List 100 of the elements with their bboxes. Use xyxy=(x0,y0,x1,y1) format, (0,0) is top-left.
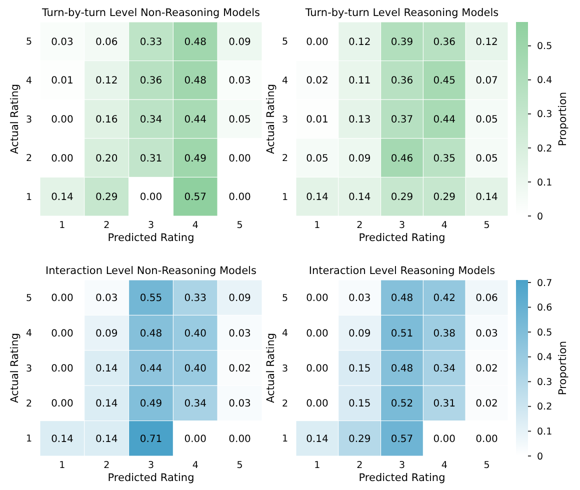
data-label: 0.48 xyxy=(184,36,207,48)
x-tick-label: 3 xyxy=(398,460,406,471)
x-tick-label: 4 xyxy=(441,460,448,471)
data-label: 0.49 xyxy=(140,398,162,410)
data-label: 0.42 xyxy=(433,293,456,304)
data-label: 0.29 xyxy=(433,192,456,204)
data-label: 0.36 xyxy=(433,36,456,48)
color-bar-title: Proportion xyxy=(557,92,569,146)
x-tick-label: 2 xyxy=(356,220,363,231)
data-label: 0.52 xyxy=(390,398,414,410)
data-label: 0.00 xyxy=(306,328,328,340)
data-label: 0.36 xyxy=(390,76,414,87)
data-label: 0.03 xyxy=(228,76,251,87)
data-label: 0.39 xyxy=(390,36,414,48)
data-label: 0.29 xyxy=(348,434,371,445)
y-axis-title: Actual Rating xyxy=(9,332,21,404)
data-label: 0.00 xyxy=(228,192,251,204)
data-label: 0.02 xyxy=(476,364,498,374)
y-tick-label: 2 xyxy=(282,153,288,164)
color-bar-label: 0.1 xyxy=(537,426,552,438)
data-label: 0.11 xyxy=(348,76,371,87)
color-bar-label: 0.5 xyxy=(537,327,552,338)
y-tick-label: 1 xyxy=(282,192,288,203)
x-axis-title: Predicted Rating xyxy=(358,232,446,244)
data-label: 0.29 xyxy=(390,192,414,204)
data-label: 0.29 xyxy=(95,192,118,204)
data-label: 0.07 xyxy=(476,76,498,87)
data-label: 0.14 xyxy=(51,192,74,204)
data-label: 0.48 xyxy=(390,364,414,374)
x-tick-label: 2 xyxy=(356,460,363,471)
data-label: 0.09 xyxy=(95,328,118,340)
data-label: 0.14 xyxy=(306,434,328,445)
y-tick-label: 3 xyxy=(282,114,288,126)
y-tick-label: 5 xyxy=(26,36,32,48)
x-tick-label: 1 xyxy=(314,460,320,471)
y-tick-label: 3 xyxy=(282,363,288,374)
data-label: 0.57 xyxy=(184,192,207,204)
color-bar-label: 0.7 xyxy=(537,278,552,289)
data-label: 0.14 xyxy=(95,364,118,374)
data-label: 0.14 xyxy=(348,192,371,204)
x-tick-label: 4 xyxy=(192,460,198,471)
color-bar-label: 0 xyxy=(537,211,544,222)
data-label: 0.01 xyxy=(306,114,328,126)
color-bar-label: 0.3 xyxy=(537,109,552,120)
data-label: 0.35 xyxy=(433,153,456,164)
data-label: 0.03 xyxy=(476,328,498,340)
data-label: 0.00 xyxy=(228,153,251,164)
data-label: 0.00 xyxy=(228,434,251,445)
data-label: 0.09 xyxy=(228,36,251,48)
data-label: 0.13 xyxy=(348,114,371,126)
y-tick-label: 5 xyxy=(26,292,32,304)
data-label: 0.31 xyxy=(140,153,162,164)
data-label: 0.09 xyxy=(228,293,251,304)
color-bar-label: 0.4 xyxy=(537,75,552,86)
y-tick-label: 1 xyxy=(26,192,32,203)
y-tick-label: 1 xyxy=(282,434,288,445)
y-tick-label: 3 xyxy=(26,114,32,126)
data-label: 0.03 xyxy=(228,398,251,410)
data-label: 0.00 xyxy=(306,293,328,304)
data-label: 0.15 xyxy=(348,364,371,374)
data-label: 0.09 xyxy=(348,328,371,340)
x-tick-label: 3 xyxy=(148,460,154,471)
color-bar-label: 0.6 xyxy=(537,302,552,314)
color-bar-label: 0.2 xyxy=(537,143,552,154)
data-label: 0.12 xyxy=(348,36,371,48)
y-tick-label: 4 xyxy=(282,328,288,340)
data-label: 0.03 xyxy=(95,293,118,304)
data-label: 0.40 xyxy=(184,328,207,340)
y-tick-label: 4 xyxy=(282,76,288,87)
data-label: 0.03 xyxy=(228,328,251,340)
x-tick-label: 5 xyxy=(484,220,490,231)
x-tick-label: 5 xyxy=(236,460,243,471)
data-label: 0.05 xyxy=(228,114,251,126)
data-label: 0.14 xyxy=(476,192,498,204)
color-bar-label: 0.2 xyxy=(537,402,552,413)
data-label: 0.51 xyxy=(390,328,414,340)
x-tick-label: 1 xyxy=(59,460,66,471)
data-label: 0.00 xyxy=(51,153,74,164)
data-label: 0.34 xyxy=(184,398,207,410)
data-label: 0.05 xyxy=(306,153,328,164)
data-label: 0.44 xyxy=(140,364,162,374)
data-label: 0.38 xyxy=(433,328,456,340)
data-label: 0.03 xyxy=(348,293,371,304)
data-label: 0.44 xyxy=(433,114,456,126)
x-tick-label: 2 xyxy=(104,220,110,231)
chart-title: Interaction Level Non-Reasoning Models xyxy=(46,265,256,277)
data-label: 0.00 xyxy=(51,293,74,304)
x-tick-label: 5 xyxy=(236,220,243,231)
chart-title: Turn-by-turn Level Reasoning Models xyxy=(304,7,499,19)
color-bar-title: Proportion xyxy=(557,340,569,396)
data-label: 0.55 xyxy=(140,293,162,304)
x-tick-label: 4 xyxy=(441,220,448,231)
data-label: 0.00 xyxy=(51,114,74,126)
x-tick-label: 4 xyxy=(192,220,198,231)
data-label: 0.34 xyxy=(140,114,162,126)
data-label: 0.00 xyxy=(306,398,328,410)
data-label: 0.48 xyxy=(140,328,162,340)
data-label: 0.02 xyxy=(306,76,328,87)
data-label: 0.14 xyxy=(95,398,118,410)
data-label: 0.49 xyxy=(184,153,207,164)
